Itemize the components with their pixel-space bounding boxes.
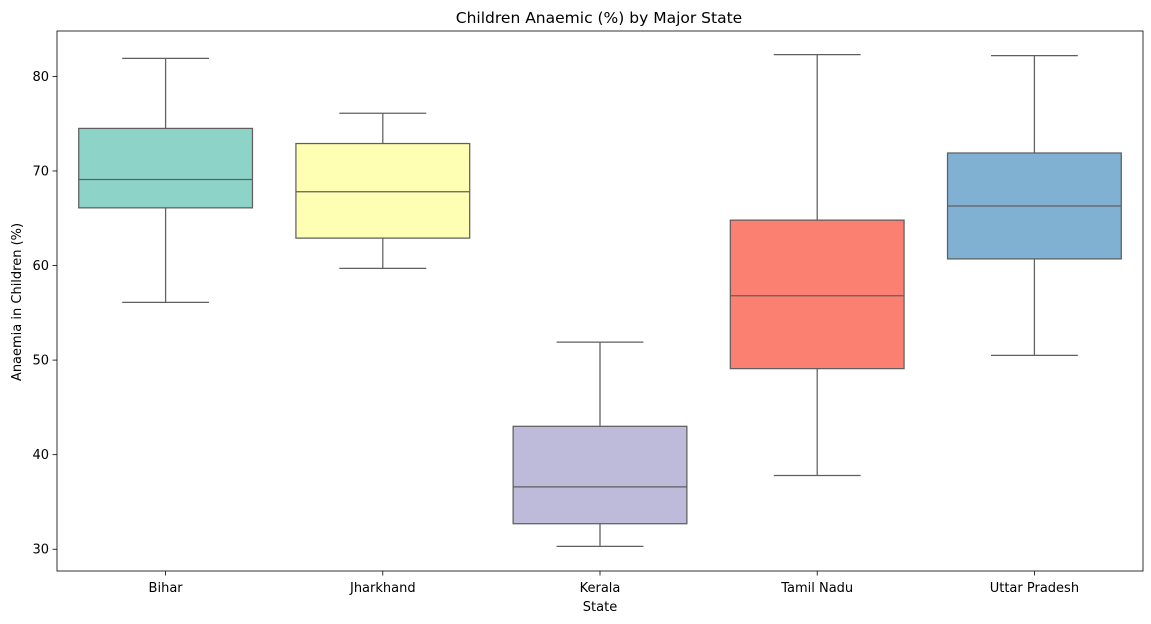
y-tick-label: 80 <box>32 70 49 85</box>
y-axis: 30 40 50 60 70 80 <box>32 70 57 558</box>
y-axis-title: Anaemia in Children (%) <box>10 223 25 381</box>
x-tick-label: Bihar <box>149 581 184 596</box>
box-uttar-pradesh <box>946 54 1122 357</box>
y-tick-label: 40 <box>32 448 49 463</box>
y-tick-label: 30 <box>32 543 49 558</box>
x-tick-label: Jharkhand <box>349 581 416 596</box>
x-tick-label: Kerala <box>580 581 621 596</box>
x-axis-title: State <box>583 600 617 615</box>
box-jharkhand <box>295 112 471 269</box>
x-axis: Bihar Jharkhand Kerala Tamil Nadu Uttar Prad… <box>149 571 1079 596</box>
iqr-box <box>729 219 905 370</box>
plot-frame <box>56 30 1144 572</box>
iqr-box <box>512 425 688 525</box>
box-tamil-nadu <box>729 54 905 477</box>
x-tick-label: Uttar Pradesh <box>990 581 1079 596</box>
y-tick-label: 60 <box>32 259 49 274</box>
y-tick-label: 50 <box>32 354 49 369</box>
y-tick-label: 70 <box>32 164 49 179</box>
boxes-layer <box>78 54 1122 548</box>
chart-title: Children Anaemic (%) by Major State <box>456 9 742 27</box>
x-tick-label: Tamil Nadu <box>780 581 853 596</box>
iqr-box <box>78 127 254 209</box>
box-kerala <box>512 341 688 548</box>
iqr-box <box>295 142 471 239</box>
box-bihar <box>78 57 254 304</box>
